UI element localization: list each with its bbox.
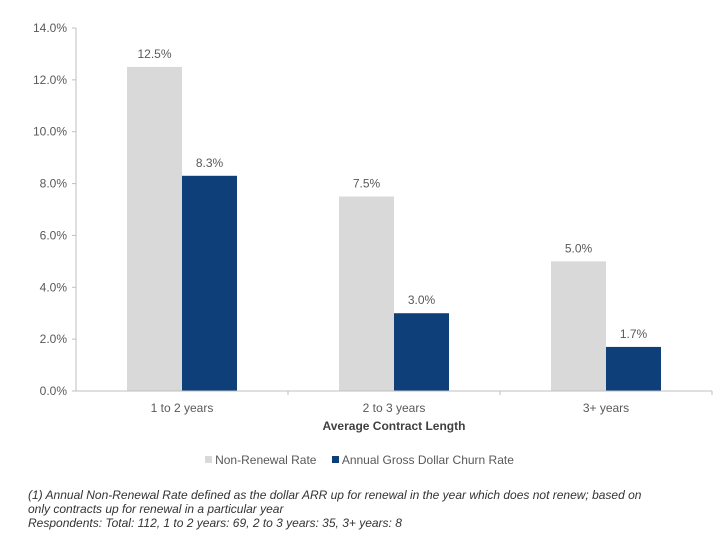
bars [127,66,661,392]
bar-non-renewal [127,66,182,392]
y-tick-label: 2.0% [40,332,68,346]
legend-label-churn: Annual Gross Dollar Churn Rate [341,452,514,467]
y-tick-label: 0.0% [40,384,68,398]
bar-churn [394,313,449,391]
data-label: 3.0% [408,293,436,307]
footnote-line-1: (1) Annual Non-Renewal Rate defined as t… [28,488,642,502]
legend-item-non-renewal: Non-Renewal Rate [205,453,316,467]
y-tick-label: 14.0% [33,21,67,35]
bar-churn [182,175,237,391]
y-tick-label: 8.0% [40,177,68,191]
footnote-line-2: only contracts up for renewal in a parti… [28,502,284,516]
x-tick-label: 1 to 2 years [151,401,214,415]
data-label: 12.5% [137,47,171,61]
y-tick-label: 10.0% [33,125,67,139]
x-tick-label: 3+ years [583,401,629,415]
x-axis-title: Average Contract Length [323,419,466,433]
data-label: 1.7% [620,327,648,341]
y-tick-label: 12.0% [33,73,67,87]
data-labels: 12.5% 8.3% 7.5% 3.0% 5.0% 1.7% [137,47,647,341]
footnote: (1) Annual Non-Renewal Rate defined as t… [28,488,708,530]
bar-chart: 0.0% 2.0% 4.0% 6.0% 8.0% 10.0% 12.0% 14.0% 12.5… [33,21,713,433]
x-axis-ticks: 1 to 2 years 2 to 3 years 3+ years [151,391,713,415]
legend-label-non-renewal: Non-Renewal Rate [215,452,317,467]
legend: Non-Renewal Rate Annual Gross Dollar Chu… [0,452,719,467]
data-label: 8.3% [196,156,224,170]
legend-item-churn: Annual Gross Dollar Churn Rate [331,452,514,467]
data-label: 5.0% [565,241,593,255]
legend-swatch-churn [331,456,339,463]
bar-non-renewal [339,196,394,391]
bar-non-renewal [551,261,606,391]
y-axis-ticks: 0.0% 2.0% 4.0% 6.0% 8.0% 10.0% 12.0% 14.0% [33,21,76,398]
data-label: 7.5% [353,177,381,191]
footnote-line-3: Respondents: Total: 112, 1 to 2 years: 6… [28,516,402,530]
x-tick-label: 2 to 3 years [363,401,426,415]
y-tick-label: 6.0% [40,228,68,242]
legend-swatch-non-renewal [205,456,213,463]
y-tick-label: 4.0% [40,280,68,294]
bar-churn [606,346,661,391]
